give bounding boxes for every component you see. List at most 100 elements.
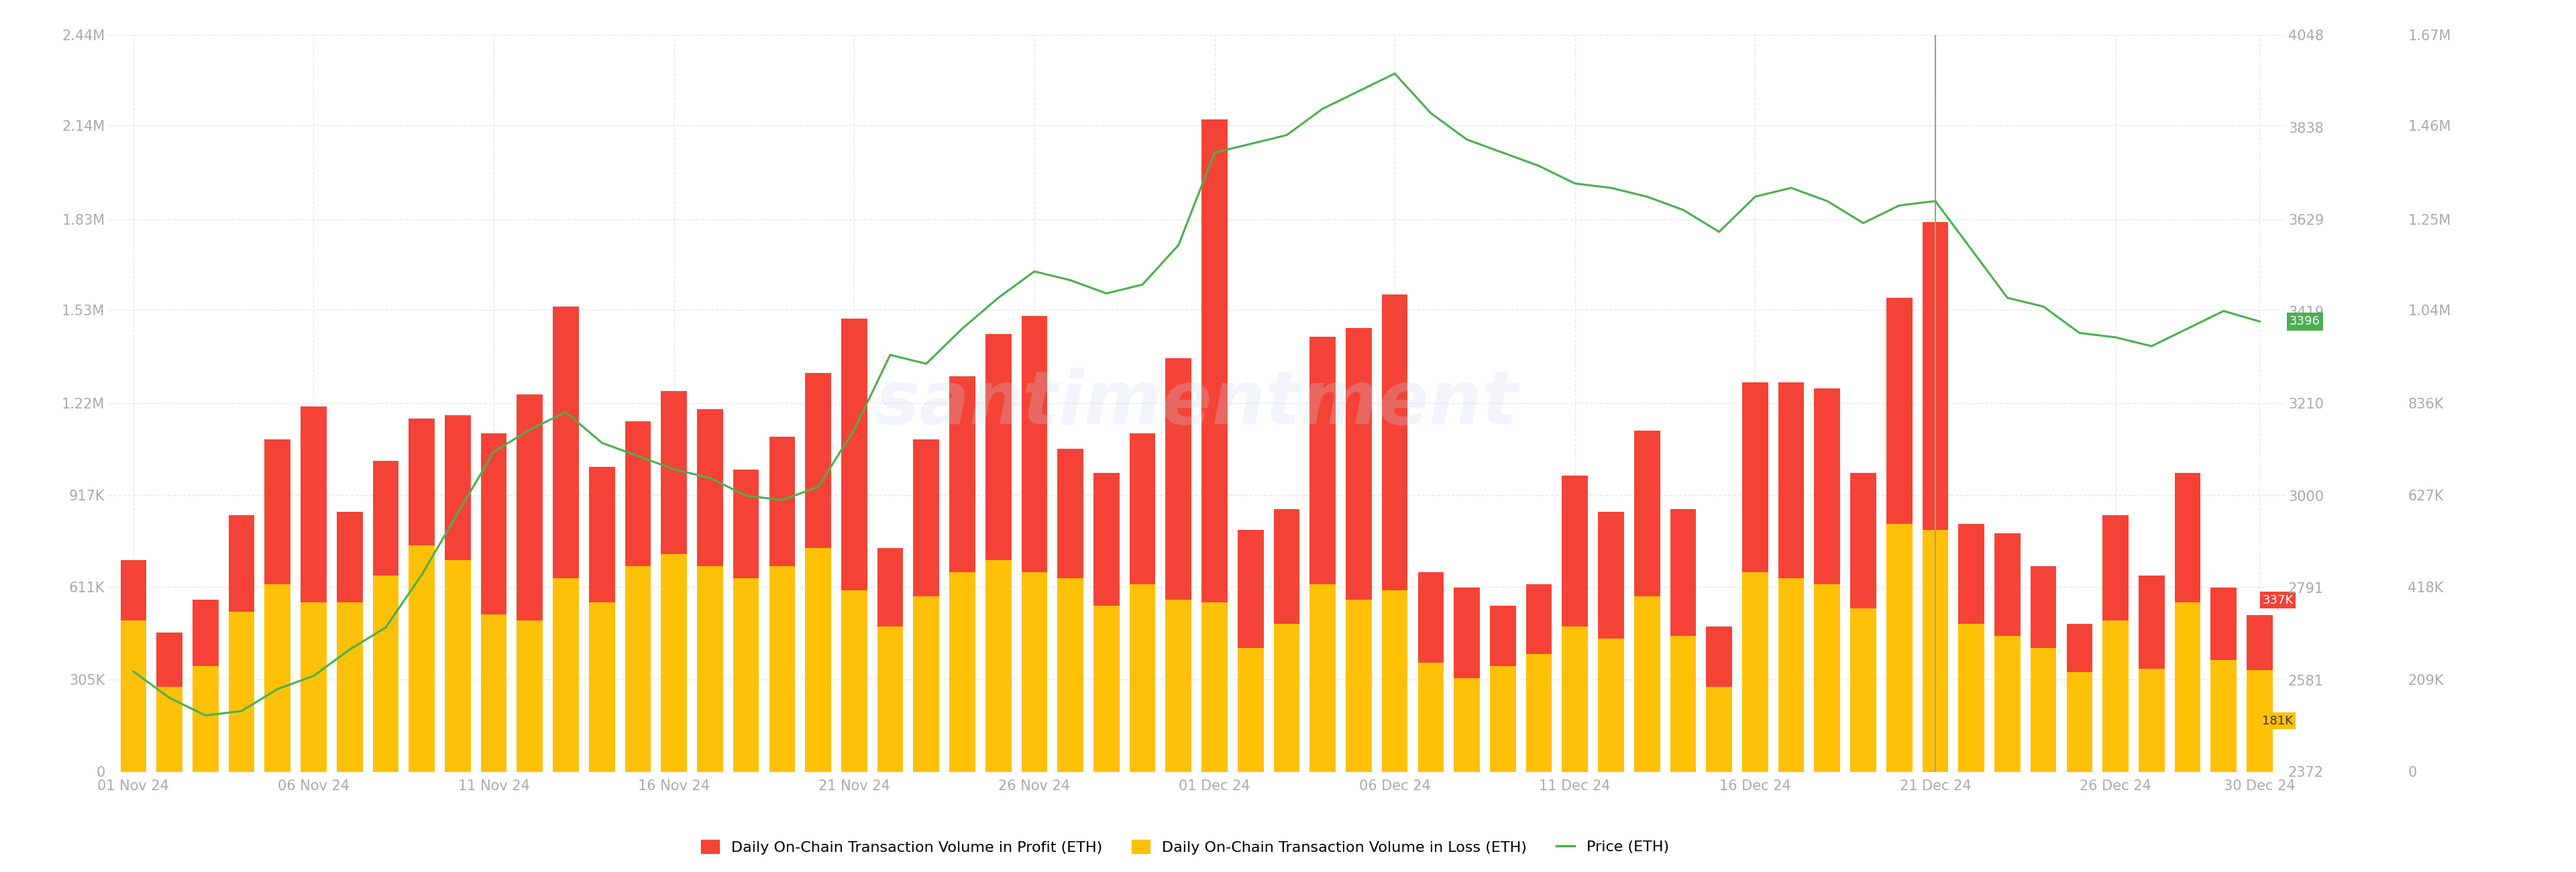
- Bar: [1922, 530, 1947, 772]
- Bar: [1381, 590, 1406, 772]
- Bar: [878, 548, 904, 627]
- Bar: [337, 512, 363, 603]
- Bar: [1741, 572, 1767, 772]
- Legend: Daily On-Chain Transaction Volume in Profit (ETH), Daily On-Chain Transaction Vo: Daily On-Chain Transaction Volume in Pro…: [696, 834, 1674, 860]
- Bar: [446, 561, 471, 772]
- Bar: [229, 611, 255, 772]
- Bar: [734, 470, 760, 578]
- Bar: [374, 576, 399, 772]
- Bar: [1850, 609, 1875, 772]
- Bar: [770, 567, 796, 772]
- Bar: [1958, 524, 1984, 623]
- Bar: [590, 467, 616, 603]
- Bar: [2138, 669, 2164, 772]
- Bar: [482, 615, 507, 772]
- Bar: [842, 590, 868, 772]
- Bar: [1705, 687, 1731, 772]
- Bar: [987, 334, 1012, 561]
- Bar: [914, 439, 940, 596]
- Bar: [698, 409, 724, 567]
- Bar: [1958, 623, 1984, 772]
- Bar: [1236, 530, 1265, 648]
- Bar: [337, 603, 363, 772]
- Bar: [1200, 603, 1229, 772]
- Bar: [482, 433, 507, 615]
- Bar: [1886, 524, 1911, 772]
- Bar: [2066, 672, 2092, 772]
- Bar: [1128, 433, 1157, 584]
- Bar: [2174, 603, 2200, 772]
- Bar: [1309, 584, 1337, 772]
- Bar: [1489, 666, 1515, 772]
- Bar: [662, 392, 688, 555]
- Bar: [2066, 623, 2092, 672]
- Bar: [301, 603, 327, 772]
- Bar: [518, 394, 544, 621]
- Bar: [1236, 648, 1265, 772]
- Bar: [410, 545, 435, 772]
- Bar: [1092, 473, 1121, 606]
- Bar: [2246, 670, 2272, 772]
- Bar: [842, 319, 868, 590]
- Bar: [157, 633, 183, 687]
- Bar: [1309, 337, 1337, 584]
- Bar: [1273, 623, 1301, 772]
- Bar: [951, 572, 976, 772]
- Bar: [1417, 572, 1443, 663]
- Bar: [446, 415, 471, 561]
- Bar: [1633, 596, 1659, 772]
- Bar: [1922, 222, 1947, 530]
- Bar: [1273, 509, 1301, 623]
- Bar: [1814, 584, 1839, 772]
- Bar: [157, 687, 183, 772]
- Bar: [1453, 588, 1479, 678]
- Bar: [2030, 567, 2056, 648]
- Bar: [1597, 639, 1623, 772]
- Bar: [1525, 654, 1551, 772]
- Bar: [698, 567, 724, 772]
- Bar: [265, 439, 291, 584]
- Bar: [2102, 515, 2128, 621]
- Bar: [1023, 572, 1048, 772]
- Bar: [265, 584, 291, 772]
- Bar: [121, 561, 147, 621]
- Bar: [1128, 584, 1157, 772]
- Bar: [806, 548, 832, 772]
- Bar: [1023, 316, 1048, 572]
- Text: 337K: 337K: [2262, 594, 2293, 606]
- Bar: [1056, 448, 1084, 578]
- Bar: [1705, 627, 1731, 687]
- Bar: [1669, 509, 1695, 636]
- Bar: [2030, 648, 2056, 772]
- Bar: [590, 603, 616, 772]
- Bar: [1994, 636, 2020, 772]
- Bar: [806, 373, 832, 548]
- Bar: [626, 567, 652, 772]
- Bar: [987, 561, 1012, 772]
- Text: santimentment: santimentment: [876, 367, 1517, 439]
- Bar: [1092, 606, 1121, 772]
- Bar: [734, 578, 760, 772]
- Bar: [1597, 512, 1623, 639]
- Bar: [1994, 533, 2020, 636]
- Bar: [2174, 473, 2200, 603]
- Bar: [2102, 621, 2128, 772]
- Bar: [1164, 600, 1193, 772]
- Bar: [193, 600, 219, 666]
- Bar: [1453, 678, 1479, 772]
- Bar: [374, 460, 399, 576]
- Bar: [770, 437, 796, 567]
- Bar: [1345, 328, 1370, 600]
- Bar: [229, 515, 255, 611]
- Bar: [878, 627, 904, 772]
- Text: 181K: 181K: [2262, 715, 2293, 727]
- Bar: [2246, 616, 2272, 670]
- Bar: [1525, 584, 1551, 654]
- Bar: [193, 666, 219, 772]
- Bar: [914, 596, 940, 772]
- Bar: [1345, 600, 1370, 772]
- Bar: [1633, 431, 1659, 596]
- Bar: [1814, 388, 1839, 584]
- Bar: [2210, 588, 2236, 660]
- Bar: [1417, 663, 1443, 772]
